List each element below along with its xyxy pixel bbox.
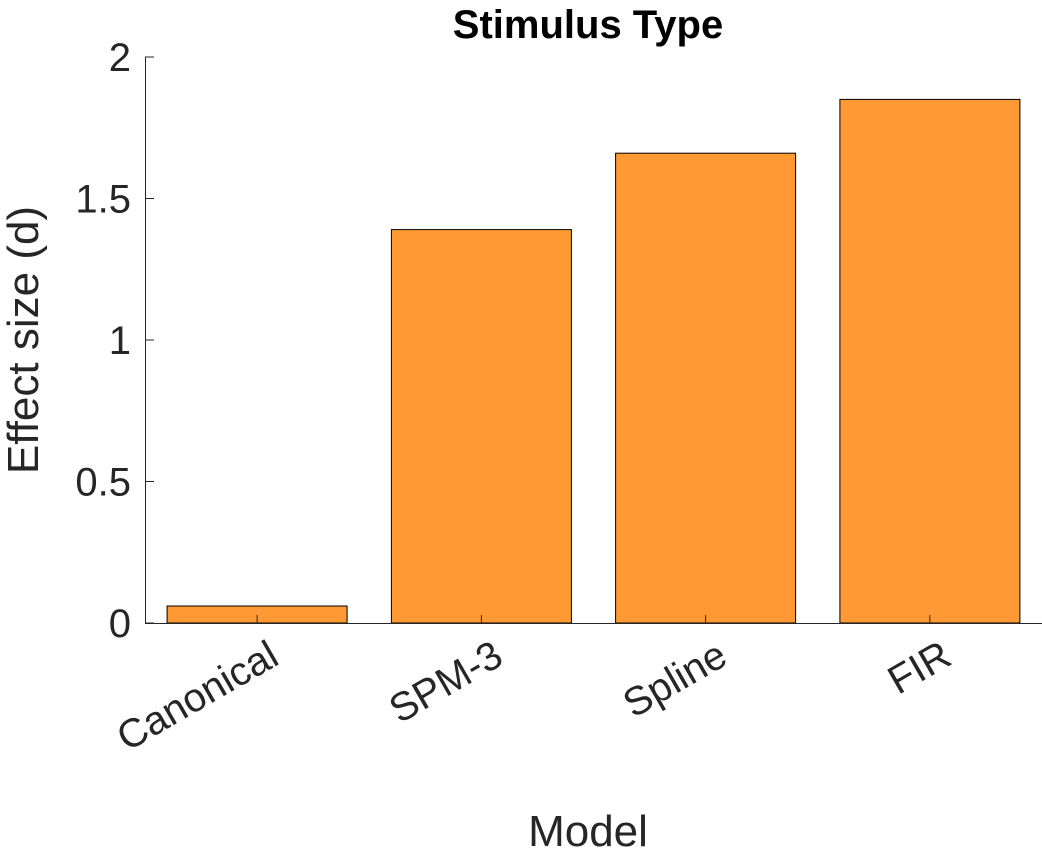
- x-tick-label: Canonical: [110, 633, 286, 760]
- bar-spline: [615, 152, 797, 624]
- x-tick-label: FIR: [881, 633, 959, 703]
- y-tick-label: 1.5: [75, 178, 131, 222]
- y-tick-label: 1: [109, 319, 131, 363]
- y-tick-label: 0.5: [75, 461, 131, 505]
- chart-title: Stimulus Type: [453, 3, 723, 47]
- y-tick-label: 0: [109, 602, 131, 646]
- x-ticks-group: Canonical SPM-3 Spline FIR: [110, 615, 959, 760]
- bar-spm-3: [390, 229, 572, 624]
- plot-area: 0 0.5 1 1.5 2 Canonical SPM-3 Spline FIR: [75, 36, 1042, 760]
- y-ticks-group: 0 0.5 1 1.5 2: [75, 36, 154, 646]
- y-axis-label: Effect size (d): [0, 206, 48, 474]
- bar-fir: [839, 98, 1021, 624]
- x-tick-label: SPM-3: [382, 633, 510, 732]
- x-axis-label: Model: [528, 807, 648, 851]
- x-tick-label: Spline: [616, 633, 734, 727]
- y-tick-label: 2: [109, 36, 131, 80]
- bars-group: [166, 98, 1021, 624]
